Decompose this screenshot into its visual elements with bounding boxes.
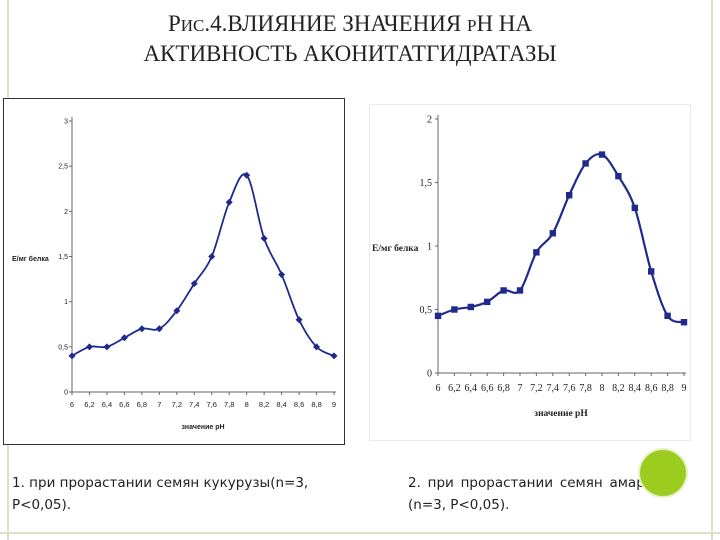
chart-amaranth: 0 0,5 1 1,5 2 6 6,2 6,4 6,6 6,8 7 7,2 7,4 7,6 7,8 8 8,2 8… (370, 105, 690, 440)
y-tick-label: 0 (64, 389, 68, 396)
x-tick-label: 7,8 (224, 400, 234, 409)
data-point (664, 312, 671, 320)
data-point (500, 287, 507, 294)
x-tick-label: 7 (157, 400, 161, 409)
caption-maize: 1. при прорастании семян кукурузы(n=3, P… (12, 475, 309, 513)
x-tick-label: 9 (332, 400, 336, 409)
data-point (615, 172, 622, 180)
x-tick-label: 6,6 (481, 383, 494, 394)
data-point (103, 343, 111, 351)
y-tick-label: 1,5 (58, 254, 68, 261)
data-point (533, 249, 540, 256)
data-point (120, 334, 128, 342)
chart-maize-svg: 0 0,5 1 1,5 2 2,5 3 6 6,2 6,4 6,6 6,8 7 7,2 7,4 7,6 7,8 8… (12, 117, 338, 431)
x-tick-label: 8,8 (661, 383, 674, 394)
y-tick-label: 1 (427, 242, 432, 253)
x-tick-label: 7,4 (547, 383, 560, 394)
x-tick-label: 8,4 (276, 400, 286, 409)
x-tick-label: 7,6 (563, 383, 576, 394)
y-axis-label: Е/мг белка (372, 243, 419, 254)
x-tick-label: 6,6 (119, 400, 129, 409)
data-point (68, 352, 76, 360)
data-point (295, 316, 303, 324)
y-tick-label: 2,5 (58, 164, 68, 171)
data-point (566, 192, 573, 199)
title-p5: Н НА (476, 11, 533, 36)
x-tick-label: 9 (682, 383, 687, 394)
y-tick-label: 2 (427, 115, 432, 126)
data-point (598, 151, 606, 158)
series-line (437, 152, 685, 324)
x-tick-label: 8,6 (294, 400, 304, 409)
data-point (467, 303, 474, 311)
y-tick-label: 1 (64, 299, 68, 306)
frame-line-bottom (0, 532, 720, 534)
data-point (85, 343, 93, 351)
x-tick-label: 7,2 (172, 400, 182, 409)
x-tick-label: 8,8 (311, 400, 321, 409)
chart-amaranth-svg: 0 0,5 1 1,5 2 6 6,2 6,4 6,6 6,8 7 7,2 7,4 7,6 7,8 8 8,2 8… (372, 115, 688, 419)
y-tick-label: 2 (64, 209, 68, 216)
data-point (549, 230, 556, 237)
x-tick-label: 6 (70, 400, 74, 409)
slide-title-line2: АКТИВНОСТЬ АКОНИТАТГИДРАТАЗЫ (143, 41, 557, 66)
x-tick-label: 6,2 (84, 400, 94, 409)
slide-title-line1: РИС.4.ВЛИЯНИЕ ЗНАЧЕНИЯ РН НА (40, 10, 660, 40)
title-p2: ИС (180, 16, 205, 35)
x-tick-label: 7 (518, 383, 523, 394)
decorative-green-circle (640, 450, 686, 496)
x-tick-label: 7,2 (530, 383, 543, 394)
y-axis-label: Е/мг белка (12, 255, 49, 263)
data-point (243, 171, 251, 179)
x-axis-label: значение рН (181, 424, 224, 431)
x-tick-label: 6,4 (465, 383, 478, 394)
x-tick-label: 6 (436, 383, 441, 394)
data-point (680, 319, 688, 326)
x-tick-label: 8 (600, 383, 605, 394)
data-point (648, 268, 655, 275)
slide-title: РИС.4.ВЛИЯНИЕ ЗНАЧЕНИЯ РН НА АКТИВНОСТЬ … (40, 10, 660, 68)
x-axis-label: значение рН (534, 409, 588, 419)
data-point (190, 280, 198, 288)
data-point (173, 307, 181, 315)
caption-amaranth: 2. при прорастании семян амаранта (n=3, … (408, 475, 678, 513)
data-point (155, 325, 163, 333)
data-point (225, 198, 233, 206)
x-tick-label: 7,8 (579, 383, 592, 394)
x-tick-label: 7,4 (189, 400, 199, 409)
data-point (582, 160, 589, 167)
x-tick-label: 8 (245, 400, 249, 409)
y-tick-label: 3 (64, 118, 68, 125)
x-tick-label: 8,4 (629, 383, 642, 394)
data-point (278, 271, 286, 279)
data-point (138, 325, 146, 333)
x-tick-label: 6,8 (497, 383, 510, 394)
data-point (330, 352, 338, 360)
frame-line-right (711, 0, 713, 540)
x-tick-label: 7,6 (207, 400, 217, 409)
series-line (71, 173, 335, 357)
x-tick-label: 6,4 (102, 400, 112, 409)
data-point (631, 204, 638, 212)
data-point (484, 298, 491, 306)
x-tick-label: 8,2 (612, 383, 625, 394)
x-tick-label: 6,2 (448, 383, 461, 394)
y-tick-label: 1,5 (420, 178, 433, 189)
title-p4: Р (466, 16, 477, 35)
data-point (451, 306, 458, 313)
y-tick-label: 0 (427, 369, 432, 380)
x-tick-label: 8,2 (259, 400, 269, 409)
x-tick-label: 6,8 (137, 400, 147, 409)
chart-maize: 0 0,5 1 1,5 2 2,5 3 6 6,2 6,4 6,6 6,8 7 7,2 7,4 7,6 7,8 8… (3, 98, 345, 445)
data-point (260, 234, 268, 242)
data-point (434, 312, 442, 320)
title-p1: Р (167, 11, 181, 36)
title-p3: .4.ВЛИЯНИЕ ЗНАЧЕНИЯ (204, 11, 467, 36)
y-tick-label: 0,5 (420, 305, 433, 316)
x-tick-label: 8,6 (645, 383, 658, 394)
data-point (516, 287, 524, 294)
data-point (208, 253, 216, 260)
y-tick-label: 0,5 (58, 344, 68, 351)
data-point (313, 343, 321, 351)
